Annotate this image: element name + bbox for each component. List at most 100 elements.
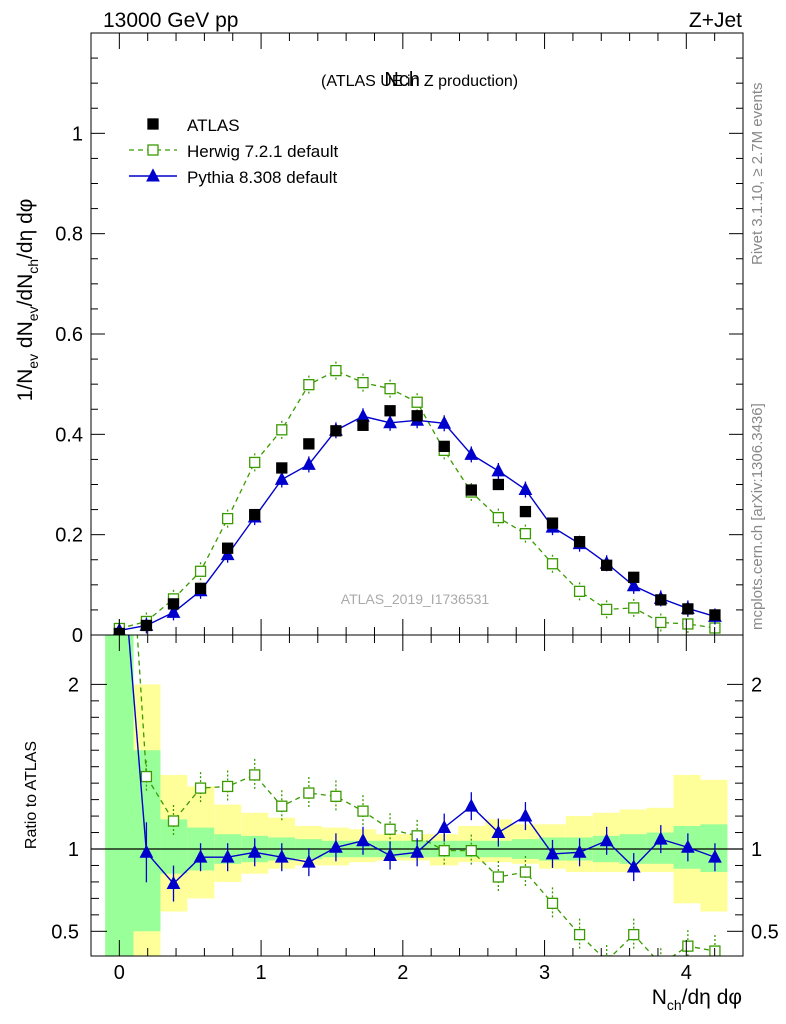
- ratio-herwig-point: [303, 787, 315, 799]
- x-axis-label: Nch/dη dφ: [652, 986, 742, 1013]
- herwig-point: [303, 379, 315, 391]
- main-plot-panel: 0 0.2 0.4 0.6 0.8 1 Nch (ATLAS UE in Z produc…: [14, 32, 744, 647]
- herwig-point: [519, 528, 532, 540]
- atlas-point: [330, 425, 342, 437]
- ratio-herwig-point: [465, 844, 477, 857]
- atlas-point: [519, 505, 532, 518]
- ratio-pythia-point: [708, 849, 722, 863]
- ratio-herwig-point: [628, 928, 640, 941]
- ratio-pythia-point: [518, 808, 533, 822]
- ratio-herwig-point: [194, 782, 207, 794]
- herwig-point: [276, 424, 288, 436]
- ratio-herwig-point: [438, 844, 450, 857]
- ratio-plot-panel: 0.5 0.5 1 1 2 2 0 1 2 3 4 Ratio to ATLAS Nch/dη dφ: [23, 350, 779, 1013]
- legend-herwig-label: Herwig 7.2.1 default: [187, 142, 338, 161]
- herwig-point: [682, 618, 694, 630]
- pythia-point: [437, 415, 452, 429]
- ratio-herwig-line: [136, 635, 716, 956]
- herwig-point: [411, 396, 423, 408]
- herwig-point: [357, 377, 369, 389]
- plot-title-text: Nch: [384, 69, 420, 91]
- ratio-pythia-point: [653, 831, 668, 845]
- ratio-herwig-point: [546, 897, 559, 909]
- ratio-pythia-point: [383, 847, 397, 862]
- legend-atlas-label: ATLAS: [187, 116, 240, 135]
- main-y-tick-label: 1: [72, 123, 83, 145]
- ratio-plot-frame: [90, 634, 744, 957]
- ratio-herwig-point: [249, 769, 261, 781]
- legend-herwig-marker: [147, 144, 159, 156]
- x-tick-label: 2: [397, 962, 408, 984]
- atlas-point: [303, 438, 315, 450]
- atlas-point: [600, 559, 613, 571]
- ratio-pythia-point: [329, 839, 343, 853]
- ratio-pythia-point: [410, 844, 425, 858]
- ratio-pythia-point: [680, 839, 695, 853]
- main-y-tick-label: 0.8: [55, 224, 83, 246]
- herwig-point: [600, 603, 613, 616]
- atlas-point: [411, 410, 423, 422]
- ratio-pythia-point: [113, 513, 125, 525]
- ratio-pythia-point: [166, 875, 181, 890]
- ratio-y-tick-label: 1: [68, 839, 79, 861]
- ratio-herwig-point: [682, 940, 694, 952]
- ratio-herwig-point: [140, 770, 153, 783]
- legend: ATLAS Herwig 7.2.1 default Pythia 8.308 de…: [129, 116, 338, 187]
- legend-atlas-marker: [147, 118, 159, 130]
- main-y-axis-label: 1/Nev dNev/dNch/dη dφ: [14, 199, 41, 402]
- herwig-point: [330, 364, 342, 377]
- ratio-herwig-point: [600, 955, 613, 956]
- pythia-point: [220, 547, 235, 561]
- ratio-pythia-point: [545, 846, 560, 860]
- main-y-tick-label: 0: [72, 625, 83, 647]
- ratio-y-tick-label-right: 1: [751, 839, 762, 861]
- ratio-pythia-point: [356, 833, 370, 847]
- ratio-herwig-point: [114, 350, 124, 360]
- ratio-pythia-point: [247, 844, 262, 858]
- atlas-point: [682, 603, 694, 615]
- ratio-pythia-point: [274, 849, 289, 863]
- main-y-tick-label: 0.2: [55, 525, 83, 547]
- herwig-point: [384, 383, 396, 395]
- x-tick-label: 4: [681, 962, 692, 984]
- header-left-label: 13000 GeV pp: [103, 9, 238, 32]
- ratio-pythia-point: [464, 798, 479, 812]
- atlas-point: [628, 571, 640, 583]
- legend-pythia-label: Pythia 8.308 default: [187, 168, 338, 187]
- atlas-point: [655, 594, 667, 606]
- atlas-point: [194, 582, 207, 594]
- herwig-point: [249, 456, 261, 469]
- pythia-point: [356, 408, 370, 422]
- ratio-pythia-point: [301, 854, 316, 868]
- ratio-pythia-point: [491, 824, 506, 838]
- watermark-label: ATLAS_2019_I1736531: [341, 591, 490, 607]
- ratio-y-axis-label: Ratio to ATLAS: [23, 741, 40, 849]
- side-bottom-label: mcplots.cern.ch [arXiv:1306.3436]: [749, 403, 766, 630]
- pythia-point: [626, 578, 641, 592]
- ratio-pythia-point: [193, 849, 208, 863]
- ratio-herwig-point: [167, 815, 180, 827]
- pythia-point: [274, 471, 289, 485]
- herwig-point: [573, 585, 586, 598]
- x-tick-label: 3: [539, 962, 550, 984]
- ratio-y-tick-label: 2: [68, 674, 79, 696]
- ratio-y-tick-label-right: 0.5: [751, 921, 779, 943]
- atlas-point: [709, 609, 721, 621]
- ratio-y-tick-label-right: 2: [751, 674, 762, 696]
- atlas-point: [221, 542, 234, 554]
- pythia-point: [464, 446, 479, 460]
- atlas-point: [438, 440, 450, 453]
- header-right-label: Z+Jet: [689, 9, 742, 32]
- ratio-herwig-point: [330, 790, 342, 802]
- ratio-herwig-point: [276, 800, 288, 812]
- ratio-herwig-point: [492, 871, 505, 883]
- ratio-band-inner: [160, 819, 188, 874]
- herwig-point: [628, 602, 640, 614]
- pythia-point: [518, 481, 533, 495]
- ratio-pythia-point: [626, 859, 641, 873]
- ratio-pythia-point: [572, 844, 587, 858]
- pythia-point: [301, 456, 316, 470]
- ratio-herwig-point: [573, 928, 586, 941]
- atlas-point: [465, 484, 477, 496]
- herwig-point: [221, 512, 234, 525]
